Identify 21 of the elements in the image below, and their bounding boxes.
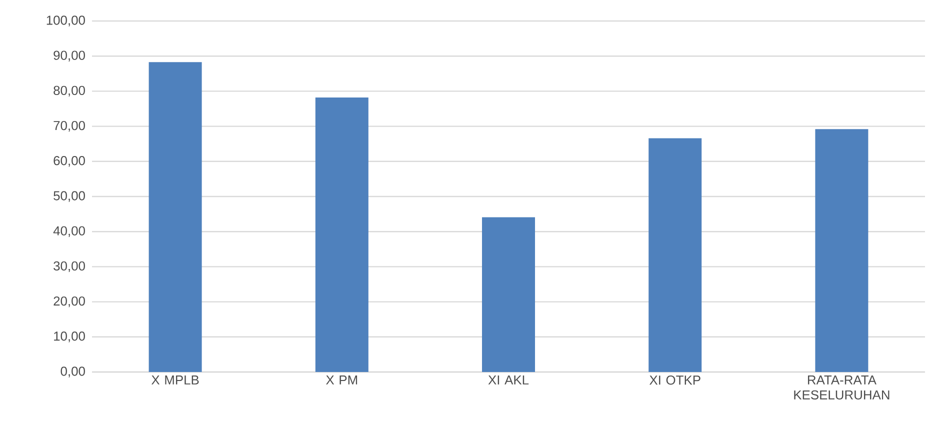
bar [315, 98, 368, 372]
y-tick-label: 50,00 [54, 191, 85, 202]
bar [482, 217, 536, 372]
y-tick-label: 0,00 [60, 366, 85, 378]
y-tick-label: 10,00 [54, 332, 85, 342]
x-tick-label: X MPLB [151, 376, 199, 384]
y-tick-label: 60,00 [54, 156, 85, 167]
bar [148, 62, 202, 372]
x-tick-label: RATA-RATA KESELURUHAN [794, 376, 890, 400]
y-tick-label: 80,00 [54, 86, 85, 97]
y-tick-label: 100,00 [46, 16, 85, 26]
y-tick-label: 40,00 [53, 226, 85, 237]
bar [648, 138, 702, 372]
y-tick-label: 30,00 [54, 261, 85, 272]
y-tick-label: 90,00 [54, 50, 85, 62]
y-tick-label: 20,00 [54, 296, 85, 308]
x-tick-label: XI OTKP [649, 376, 700, 385]
x-tick-label: XI AKL [488, 376, 529, 384]
y-tick-label: 70,00 [54, 120, 85, 132]
bar [815, 129, 868, 372]
x-tick-label: X PM [326, 376, 358, 384]
